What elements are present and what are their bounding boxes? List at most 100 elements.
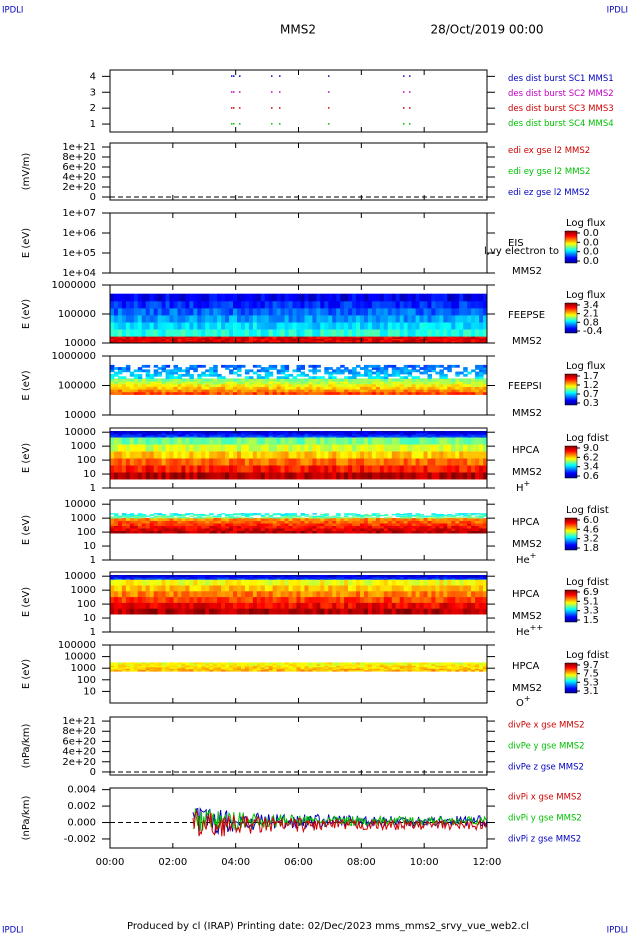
spectrogram-cell <box>312 517 317 519</box>
spectrogram-cell <box>276 444 282 452</box>
spectrogram-cell <box>312 300 317 309</box>
spectrogram-cell <box>423 608 428 615</box>
spectrogram-cell <box>451 383 456 387</box>
spacecraft: MMS2 <box>512 467 542 478</box>
spectrogram-cell <box>268 389 274 393</box>
spectrogram-cell <box>114 339 119 342</box>
spectrogram-cell <box>367 434 373 436</box>
spectrogram-cell <box>197 602 202 609</box>
spectrogram-cell <box>352 516 357 518</box>
spectrogram-cell <box>237 465 242 473</box>
spectrogram-cell <box>169 451 174 459</box>
spectrogram-cell <box>332 525 337 529</box>
spectrogram-cell <box>149 518 155 521</box>
spectrogram-cell <box>189 314 194 323</box>
spectrogram-cell <box>320 436 325 438</box>
spectrogram-cell <box>205 337 210 339</box>
spectrogram-cell <box>169 520 174 524</box>
spectrogram-cell <box>248 520 254 524</box>
spectrogram-cell <box>443 386 448 390</box>
spectrogram-cell <box>312 523 317 526</box>
spectrogram-cell <box>391 514 397 516</box>
y-tick-label: 8e+20 <box>62 152 96 163</box>
spectrogram-cell <box>375 367 381 370</box>
spectrogram-cell <box>241 381 246 385</box>
spectrogram-cell <box>320 596 325 603</box>
spectrogram-cell <box>145 602 151 609</box>
spectrogram-cell <box>161 383 167 387</box>
spectrogram-cell <box>399 458 405 466</box>
spectrogram-cell <box>173 436 178 438</box>
spectrogram-cell <box>451 518 456 521</box>
spectrogram-cell <box>411 389 417 393</box>
spectrogram-cell <box>415 364 421 368</box>
spectrogram-cell <box>201 338 206 341</box>
spectrogram-cell <box>479 523 484 526</box>
spectrogram-cell <box>284 340 290 343</box>
spectrogram-cell <box>336 516 341 518</box>
spectrogram-cell <box>419 338 424 341</box>
spectrogram-cell <box>399 528 405 531</box>
spectrogram-cell <box>348 391 353 395</box>
spectrogram-cell <box>475 432 480 434</box>
spectrogram-cell <box>483 608 488 615</box>
spectrogram-cell <box>391 433 397 435</box>
spectrogram-cell <box>367 523 373 526</box>
spectrogram-cell <box>340 433 345 435</box>
spectrogram-cell <box>268 432 274 434</box>
spectrogram-cell <box>391 371 397 375</box>
spectrogram-cell <box>205 389 210 393</box>
spectrogram-cell <box>463 314 468 323</box>
spectrogram-cell <box>125 516 131 518</box>
colorbar-title: Log flux <box>566 218 606 229</box>
spectrogram-cell <box>141 433 147 435</box>
spectrogram-cell <box>161 520 167 524</box>
spectrogram-cell <box>383 517 389 519</box>
spectrogram-cell <box>459 436 464 438</box>
spectrogram-cell <box>360 525 365 529</box>
spectrogram-cell <box>237 293 242 302</box>
spectrogram-cell <box>225 514 230 516</box>
spectrogram-cell <box>423 329 428 337</box>
spectrogram-cell <box>221 465 226 473</box>
spectrogram-cell <box>360 391 365 395</box>
spectrogram-cell <box>375 340 381 343</box>
spectrogram-cell <box>252 436 258 438</box>
spectrogram-cell <box>300 525 305 529</box>
spectrogram-cell <box>324 602 329 609</box>
spectrogram-cell <box>467 528 472 531</box>
spectrogram-cell <box>117 367 123 370</box>
legend-entry: des dist burst SC4 MMS4 <box>508 119 614 129</box>
spectrogram-cell <box>241 528 246 531</box>
event <box>403 107 405 109</box>
spectrogram-cell <box>344 329 349 337</box>
spectrogram-cell <box>110 437 115 445</box>
spectrogram-cell <box>288 386 294 390</box>
spectrogram-cell <box>312 378 317 382</box>
spectrogram-cell <box>241 339 246 342</box>
spectrogram-cell <box>292 386 297 390</box>
spectrogram-cell <box>312 465 317 473</box>
spectrogram-cell <box>391 525 397 529</box>
spectrogram-cell <box>391 338 397 341</box>
spectrogram-cell <box>205 369 210 373</box>
spectrogram-cell <box>272 530 278 534</box>
event <box>328 91 330 93</box>
spectrogram-cell <box>157 516 163 518</box>
spectrogram-cell <box>197 525 202 529</box>
spectrogram-cell <box>348 590 353 598</box>
spectrogram-cell <box>125 530 131 534</box>
spectrogram-cell <box>427 528 432 531</box>
legend-entry: edi ex gse l2 MMS2 <box>508 146 590 156</box>
spectrogram-cell <box>427 389 432 393</box>
spectrogram-cell <box>260 518 266 521</box>
spectrogram-cell <box>451 293 456 302</box>
spectrogram-cell <box>217 436 222 438</box>
spectrogram-cell <box>161 433 167 435</box>
spectrogram-cell <box>185 307 190 316</box>
spectrogram-cell <box>229 321 234 330</box>
spectrogram-cell <box>241 602 246 609</box>
spectrogram-cell <box>296 369 301 373</box>
spectrogram-cell <box>360 585 365 592</box>
spectrogram-cell <box>292 513 297 515</box>
